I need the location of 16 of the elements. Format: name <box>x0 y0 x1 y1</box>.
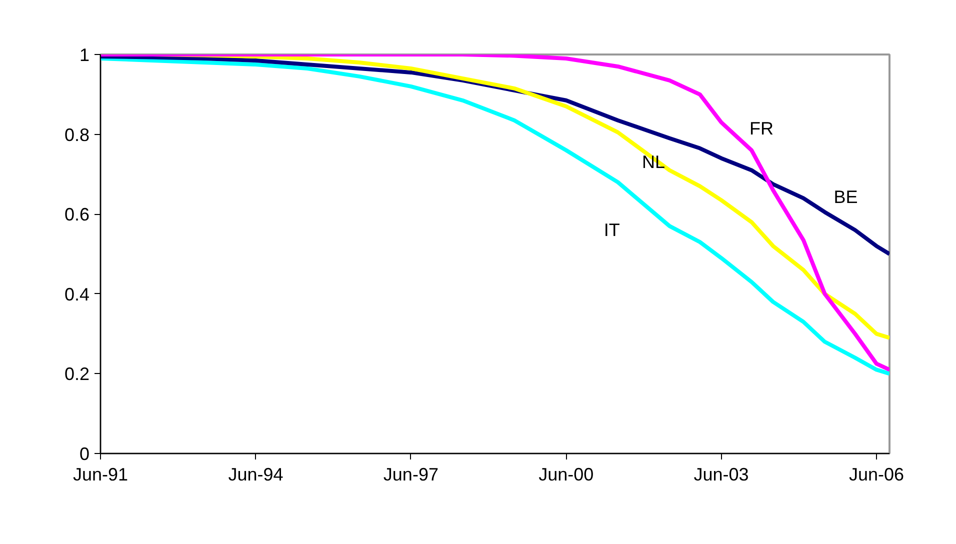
y-tick-label: 0.4 <box>64 284 90 304</box>
series-label: BE <box>834 187 858 208</box>
y-tick-label: 0.6 <box>64 204 90 225</box>
y-tick-label: 0.2 <box>64 364 90 384</box>
series-label: IT <box>604 220 620 240</box>
series-label: FR <box>750 118 774 138</box>
x-tick-label: Jun-03 <box>694 464 749 484</box>
x-tick-label: Jun-91 <box>72 464 128 484</box>
x-tick-label: Jun-00 <box>538 464 594 484</box>
y-tick-label: 0 <box>79 444 90 464</box>
y-tick-label: 0.8 <box>64 124 90 145</box>
line-series <box>100 54 890 256</box>
x-tick-label: Jun-97 <box>383 464 438 484</box>
x-tick-label: Jun-06 <box>848 464 904 484</box>
y-tick-label: 1 <box>79 45 90 65</box>
x-tick-label: Jun-94 <box>228 464 284 484</box>
